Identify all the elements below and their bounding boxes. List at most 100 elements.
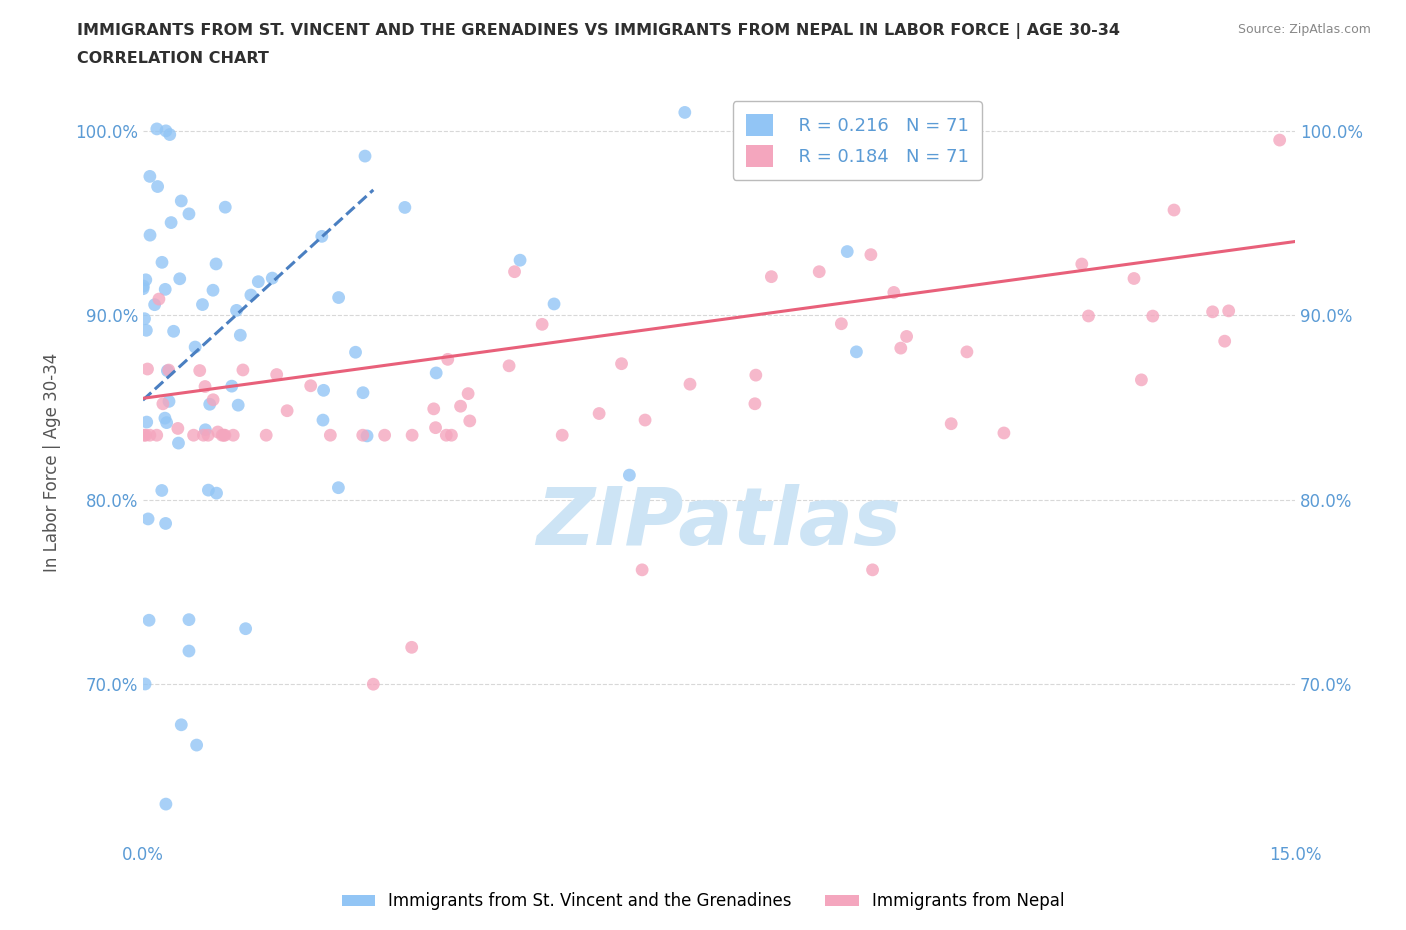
Point <box>1218 303 1240 318</box>
Point <box>205 485 228 500</box>
Point <box>859 247 882 262</box>
Point <box>745 367 768 382</box>
Point <box>551 428 574 443</box>
Point <box>177 206 200 221</box>
Point <box>157 394 180 409</box>
Point <box>191 297 214 312</box>
Point <box>135 323 157 338</box>
Text: ZIPatlas: ZIPatlas <box>537 485 901 563</box>
Point <box>150 483 173 498</box>
Point <box>160 215 183 230</box>
Point <box>328 480 350 495</box>
Point <box>356 429 378 444</box>
Point <box>761 269 783 284</box>
Point <box>247 274 270 289</box>
Point <box>401 640 423 655</box>
Point <box>135 272 157 287</box>
Point <box>162 324 184 339</box>
Point <box>186 737 208 752</box>
Point <box>136 362 159 377</box>
Point <box>135 428 157 443</box>
Point <box>157 363 180 378</box>
Point <box>155 797 177 812</box>
Point <box>312 383 335 398</box>
Point <box>239 287 262 302</box>
Point <box>211 428 233 443</box>
Point <box>188 363 211 378</box>
Legend:   R = 0.216   N = 71,   R = 0.184   N = 71: R = 0.216 N = 71, R = 0.184 N = 71 <box>733 101 981 179</box>
Point <box>425 365 447 380</box>
Point <box>374 428 396 443</box>
Point <box>354 149 377 164</box>
Point <box>177 612 200 627</box>
Point <box>262 271 284 286</box>
Point <box>344 345 367 360</box>
Point <box>503 264 526 279</box>
Point <box>450 399 472 414</box>
Legend: Immigrants from St. Vincent and the Grenadines, Immigrants from Nepal: Immigrants from St. Vincent and the Gren… <box>335 885 1071 917</box>
Point <box>202 392 225 407</box>
Point <box>993 426 1015 441</box>
Point <box>156 364 179 379</box>
Point <box>862 563 884 578</box>
Point <box>143 298 166 312</box>
Point <box>177 644 200 658</box>
Point <box>170 193 193 208</box>
Point <box>155 516 177 531</box>
Point <box>193 428 215 443</box>
Point <box>941 417 963 432</box>
Point <box>138 613 160 628</box>
Point <box>166 421 188 436</box>
Point <box>155 124 177 139</box>
Point <box>509 253 531 268</box>
Point <box>1213 334 1236 349</box>
Point <box>1201 304 1223 319</box>
Point <box>610 356 633 371</box>
Point <box>394 200 416 215</box>
Point <box>440 428 463 443</box>
Point <box>145 428 167 443</box>
Point <box>201 283 224 298</box>
Point <box>194 422 217 437</box>
Point <box>422 402 444 417</box>
Point <box>159 127 181 142</box>
Point <box>135 415 157 430</box>
Point <box>363 677 385 692</box>
Point <box>1077 309 1099 324</box>
Text: Source: ZipAtlas.com: Source: ZipAtlas.com <box>1237 23 1371 36</box>
Point <box>1142 309 1164 324</box>
Point <box>531 317 554 332</box>
Text: CORRELATION CHART: CORRELATION CHART <box>77 51 269 66</box>
Y-axis label: In Labor Force | Age 30-34: In Labor Force | Age 30-34 <box>44 353 60 573</box>
Point <box>156 415 179 430</box>
Point <box>401 428 423 443</box>
Point <box>134 676 156 691</box>
Point <box>167 435 190 450</box>
Point <box>183 428 205 443</box>
Point <box>328 290 350 305</box>
Point <box>845 344 868 359</box>
Point <box>254 428 277 443</box>
Point <box>205 257 228 272</box>
Point <box>214 428 236 443</box>
Point <box>276 404 298 418</box>
Point <box>197 483 219 498</box>
Point <box>155 282 177 297</box>
Point <box>319 428 342 443</box>
Point <box>956 344 979 359</box>
Point <box>212 428 235 443</box>
Point <box>184 339 207 354</box>
Point <box>543 297 565 312</box>
Point <box>226 398 249 413</box>
Point <box>352 428 374 443</box>
Point <box>139 169 162 184</box>
Point <box>457 386 479 401</box>
Point <box>194 379 217 394</box>
Point <box>139 428 162 443</box>
Point <box>150 255 173 270</box>
Point <box>229 327 252 342</box>
Point <box>132 428 155 443</box>
Point <box>1070 257 1092 272</box>
Point <box>1163 203 1185 218</box>
Point <box>883 285 905 299</box>
